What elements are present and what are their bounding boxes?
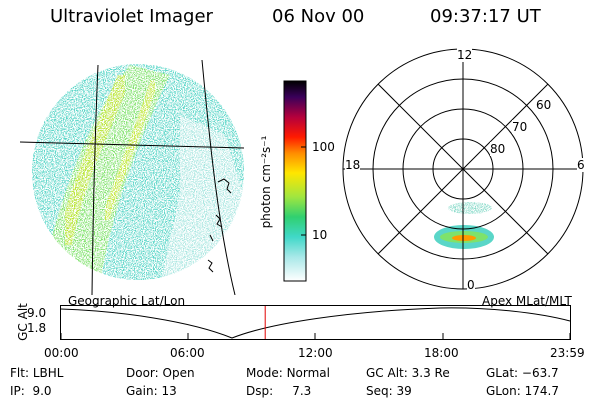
- colorbar: [283, 80, 307, 282]
- status-glat: GLat: −63.7: [486, 366, 559, 380]
- polar-plot: [342, 48, 584, 290]
- altitude-xtick-2359: 23:59: [550, 346, 585, 360]
- status-mode: Mode: Normal: [246, 366, 330, 380]
- status-flt: Flt: LBHL: [10, 366, 64, 380]
- mlt-label-12: 12: [457, 48, 473, 62]
- status-glon: GLon: 174.7: [486, 384, 559, 398]
- status-gain: Gain: 13: [126, 384, 177, 398]
- altitude-plot: [60, 305, 571, 340]
- altitude-ytick-1-8: 1.8: [27, 321, 47, 335]
- status-door: Door: Open: [126, 366, 195, 380]
- observation-date: 06 Nov 00: [272, 6, 365, 27]
- status-ip: IP: 9.0: [10, 384, 52, 398]
- geographic-image: [20, 59, 245, 295]
- mlt-label-18: 18: [345, 158, 361, 172]
- status-dsp: Dsp: 7.3: [246, 384, 312, 398]
- colorbar-tick-100: 100: [312, 140, 335, 154]
- altitude-right-title: Apex MLat/MLT: [482, 294, 572, 308]
- mlat-label-70: 70: [512, 120, 528, 134]
- status-gc-alt: GC Alt: 3.3 Re: [366, 366, 450, 380]
- altitude-ytick-9: 9.0: [27, 306, 47, 320]
- altitude-xtick-0600: 06:00: [170, 346, 205, 360]
- mlat-label-60: 60: [536, 98, 552, 112]
- mlat-label-80: 80: [490, 142, 506, 156]
- colorbar-unit-label: photon cm⁻²s⁻¹: [259, 135, 273, 229]
- altitude-left-title: Geographic Lat/Lon: [68, 294, 186, 308]
- observation-time: 09:37:17 UT: [430, 6, 541, 27]
- altitude-xtick-1800: 18:00: [424, 346, 459, 360]
- altitude-xtick-1200: 12:00: [298, 346, 333, 360]
- status-seq: Seq: 39: [366, 384, 412, 398]
- mlt-label-6: 6: [577, 158, 585, 172]
- altitude-xtick-0000: 00:00: [44, 346, 79, 360]
- colorbar-tick-10: 10: [312, 228, 328, 242]
- mlt-label-0: 0: [467, 278, 475, 292]
- instrument-title: Ultraviolet Imager: [50, 6, 213, 27]
